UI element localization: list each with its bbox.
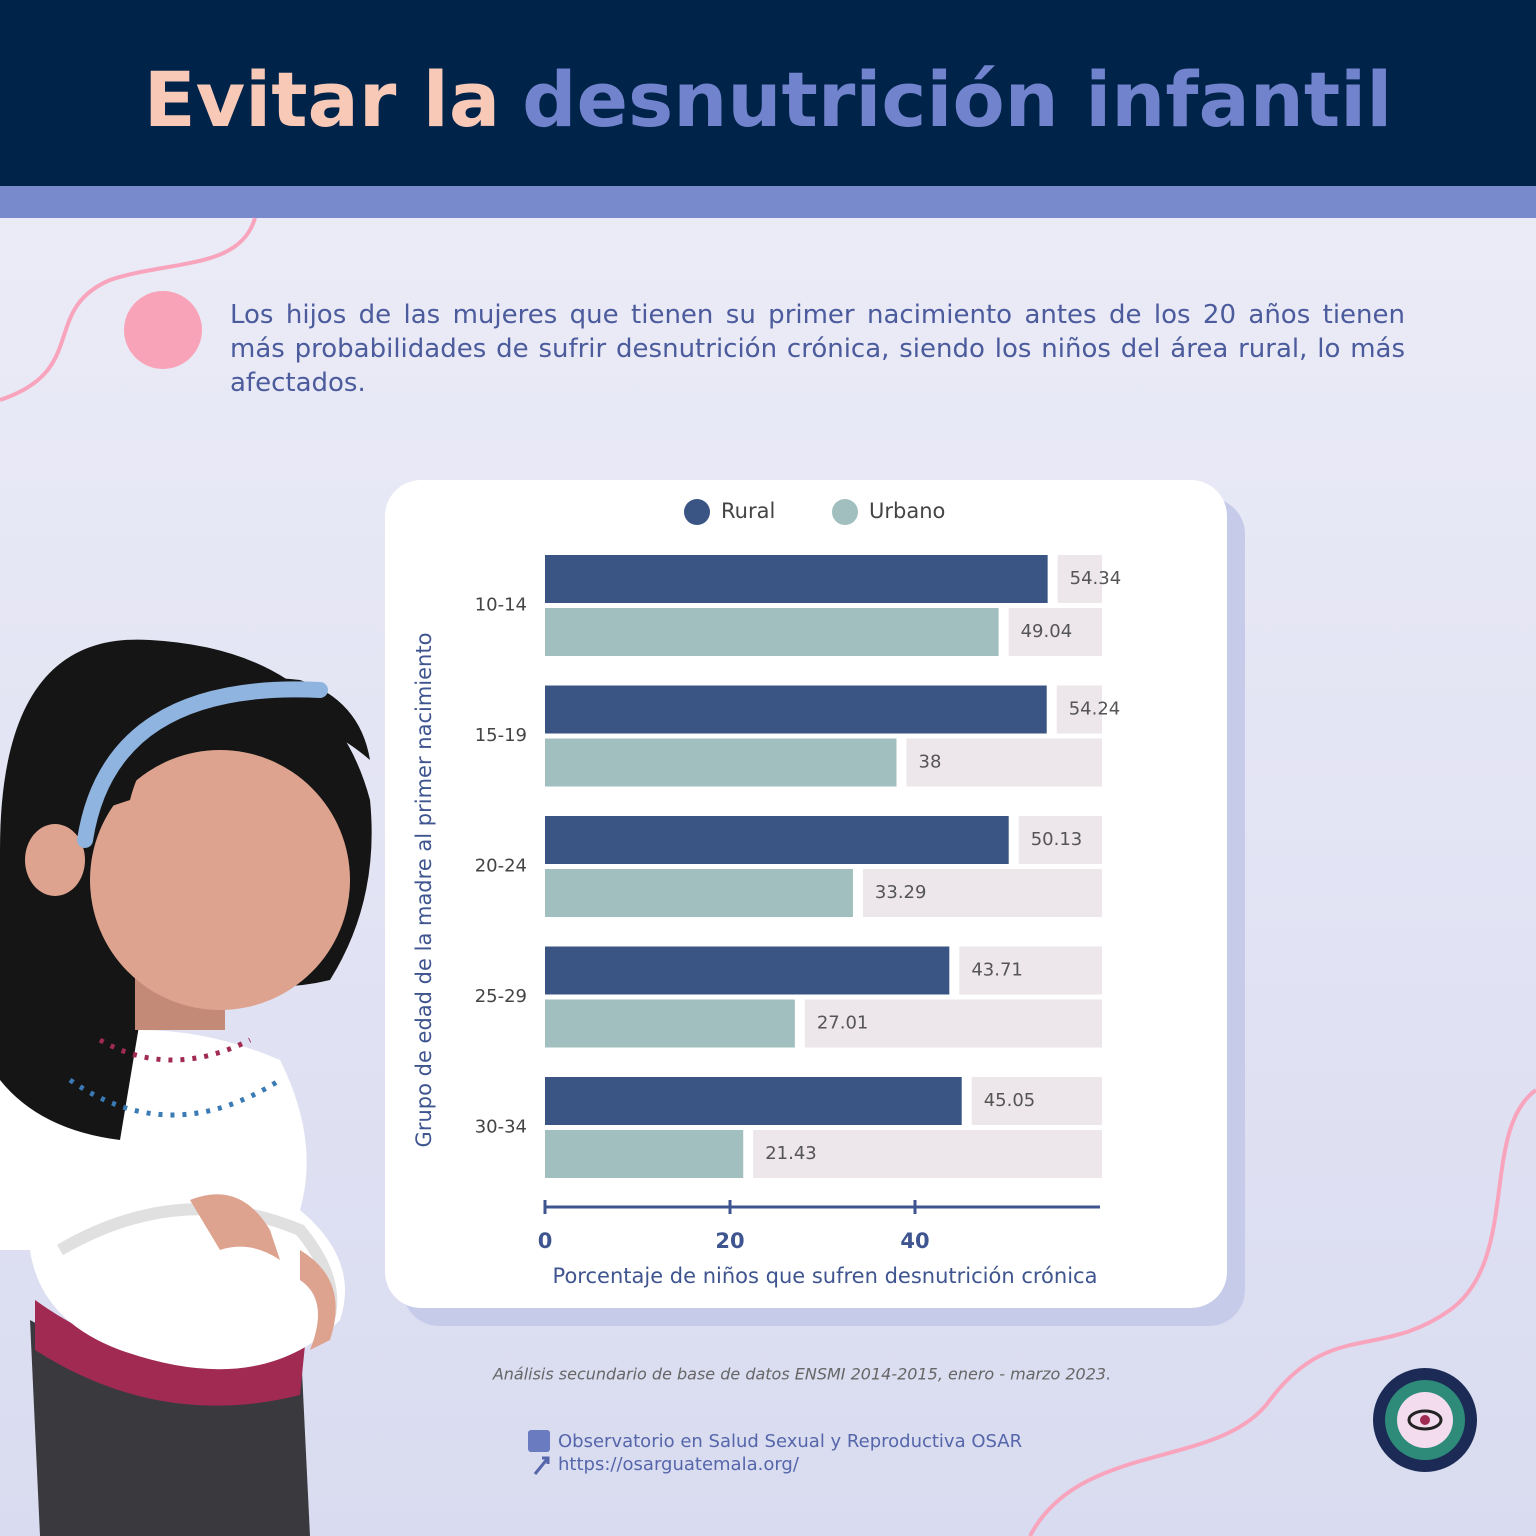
y-tick-label: 25-29 [475,986,527,1007]
x-axis-label: Porcentaje de niños que sufren desnutric… [553,1264,1098,1288]
bar [545,555,1048,603]
value-label: 21.43 [765,1143,817,1164]
decor-dot [124,291,202,369]
bar [545,1130,744,1178]
y-axis-label: Grupo de edad de la madre al primer naci… [412,633,436,1148]
value-label: 49.04 [1021,621,1073,642]
intro-box: Los hijos de las mujeres que tienen su p… [230,300,1405,398]
value-label: 54.34 [1070,568,1122,589]
bar [545,685,1047,734]
illustration [0,639,372,1536]
facebook-text: Observatorio en Salud Sexual y Reproduct… [558,1431,1022,1452]
value-label: 50.13 [1031,829,1083,850]
value-label: 27.01 [817,1013,869,1034]
y-tick-label: 20-24 [475,856,527,877]
title-part1: Evitar la [144,55,500,144]
bar [545,946,950,995]
bar-track [1008,608,1102,656]
legend-swatch [684,499,710,525]
bar-track [1056,685,1102,734]
header-band [0,0,1536,186]
value-label: 33.29 [875,882,927,903]
bar [545,738,897,787]
bar [545,816,1009,864]
bar-track [753,1130,1102,1178]
bar [545,869,853,917]
header-stripe [0,186,1536,218]
url-text[interactable]: https://osarguatemala.org/ [558,1454,800,1475]
title: Evitar la desnutrición infantil [144,55,1393,144]
x-tick-label: 0 [538,1229,553,1253]
bar-track [1018,816,1102,864]
y-tick-label: 10-14 [475,595,527,616]
y-tick-label: 30-34 [475,1117,527,1138]
legend-swatch [832,499,858,525]
x-tick-label: 20 [715,1229,744,1253]
bar-track [906,738,1102,787]
source-note: Análisis secundario de base de datos ENS… [492,1365,1111,1384]
title-part2: desnutrición infantil [522,55,1392,144]
bar [545,608,999,656]
value-label: 43.71 [971,960,1023,981]
legend-label: Urbano [869,499,945,523]
bar-track [959,946,1102,995]
bar-track [1057,555,1102,603]
legend-label: Rural [721,499,775,523]
bar [545,1077,962,1125]
decor-curve [0,217,257,402]
bar-track [971,1077,1102,1125]
value-label: 54.24 [1069,699,1121,720]
bar-track [804,999,1102,1048]
logo [1373,1368,1477,1472]
link-icon [533,1456,550,1475]
intro-text: Los hijos de las mujeres que tienen su p… [230,300,1405,398]
bar [545,999,795,1048]
value-label: 45.05 [984,1090,1036,1111]
decor-curve [1028,1088,1536,1536]
value-label: 38 [919,752,942,773]
facebook-icon [528,1430,550,1452]
x-tick-label: 40 [900,1229,929,1253]
y-tick-label: 15-19 [475,725,527,746]
bar-track [862,869,1102,917]
